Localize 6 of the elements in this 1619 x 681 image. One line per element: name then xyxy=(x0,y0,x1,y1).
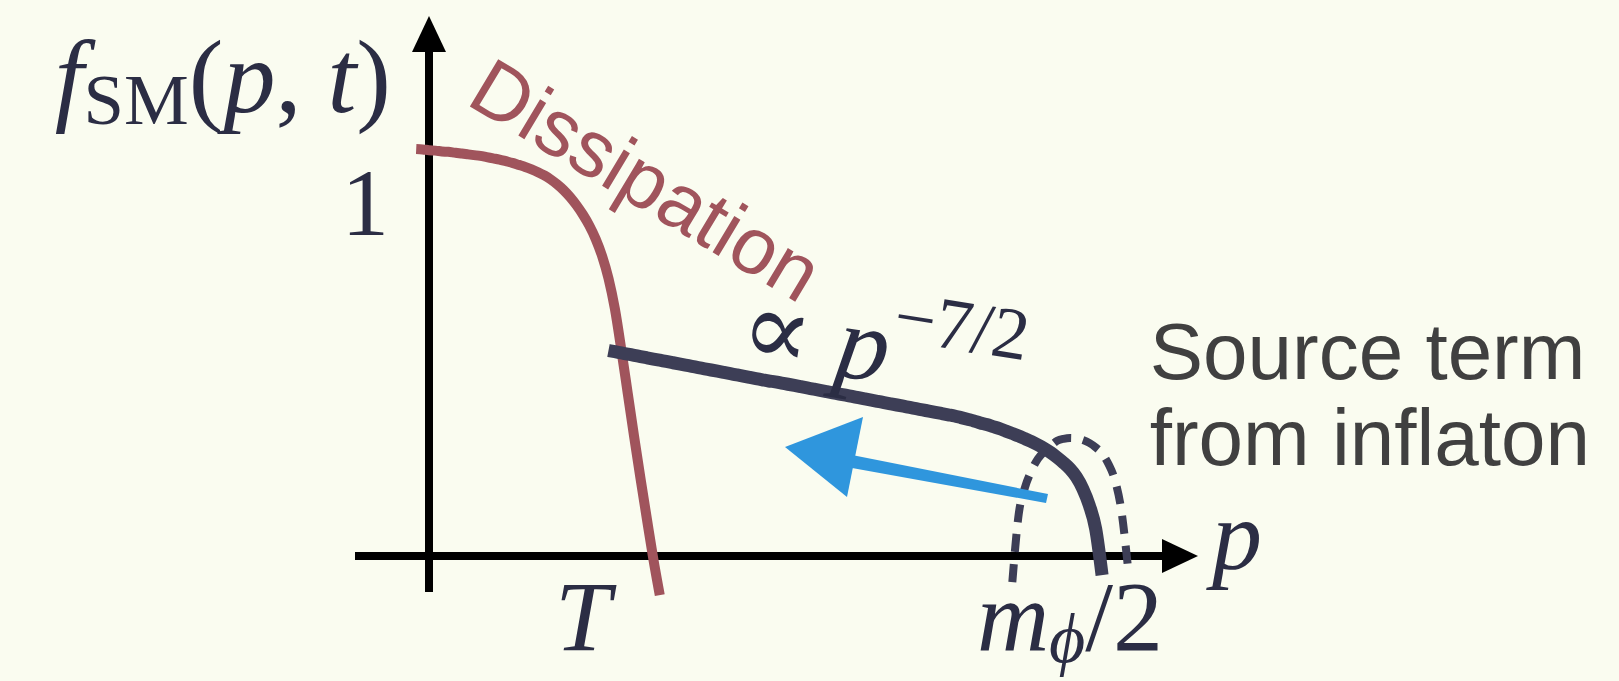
y-axis-title: f$_{SM}$(p, t) xyxy=(54,19,391,141)
text: 1 xyxy=(341,150,389,256)
x-tick-label: T xyxy=(555,561,618,672)
x-tick-label: m$_{ϕ}$/2 xyxy=(976,561,1164,677)
x-axis-title: p xyxy=(1206,480,1262,591)
series-label: Source term from inflaton xyxy=(1149,306,1590,482)
